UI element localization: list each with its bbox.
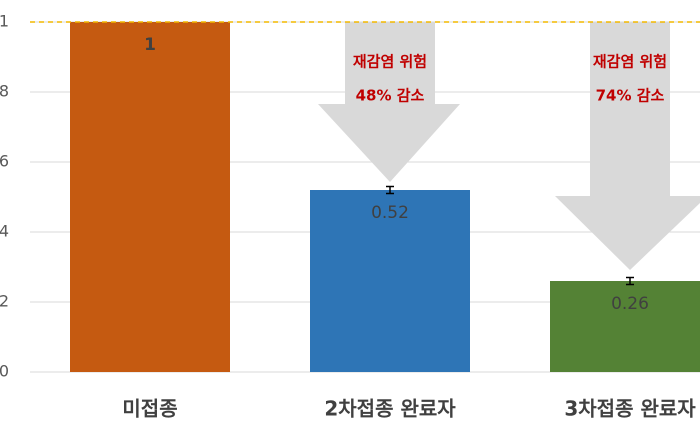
bar	[70, 22, 230, 372]
annotation: 재감염 위험	[593, 53, 667, 71]
y-tick-label: 0.6	[0, 152, 9, 171]
y-tick-label: 0	[0, 362, 9, 381]
x-tick-label: 미접종	[122, 397, 177, 421]
bar	[550, 281, 700, 372]
y-tick-label: 1	[0, 12, 9, 31]
annotation: 재감염 위험	[353, 53, 427, 71]
y-tick-label: 0.2	[0, 292, 9, 311]
reduction-arrow	[318, 22, 460, 182]
reduction-arrow	[555, 22, 700, 270]
annotation: 48% 감소	[356, 87, 425, 105]
y-tick-label: 0.4	[0, 222, 9, 241]
data-label: 1	[144, 35, 156, 55]
x-tick-label: 2차접종 완료자	[324, 397, 456, 421]
y-tick-label: 0.8	[0, 82, 9, 101]
data-label: 0.26	[611, 294, 649, 314]
x-tick-label: 3차접종 완료자	[564, 397, 696, 421]
data-label: 0.52	[371, 203, 409, 223]
annotation: 74% 감소	[596, 87, 665, 105]
bar	[310, 190, 470, 372]
